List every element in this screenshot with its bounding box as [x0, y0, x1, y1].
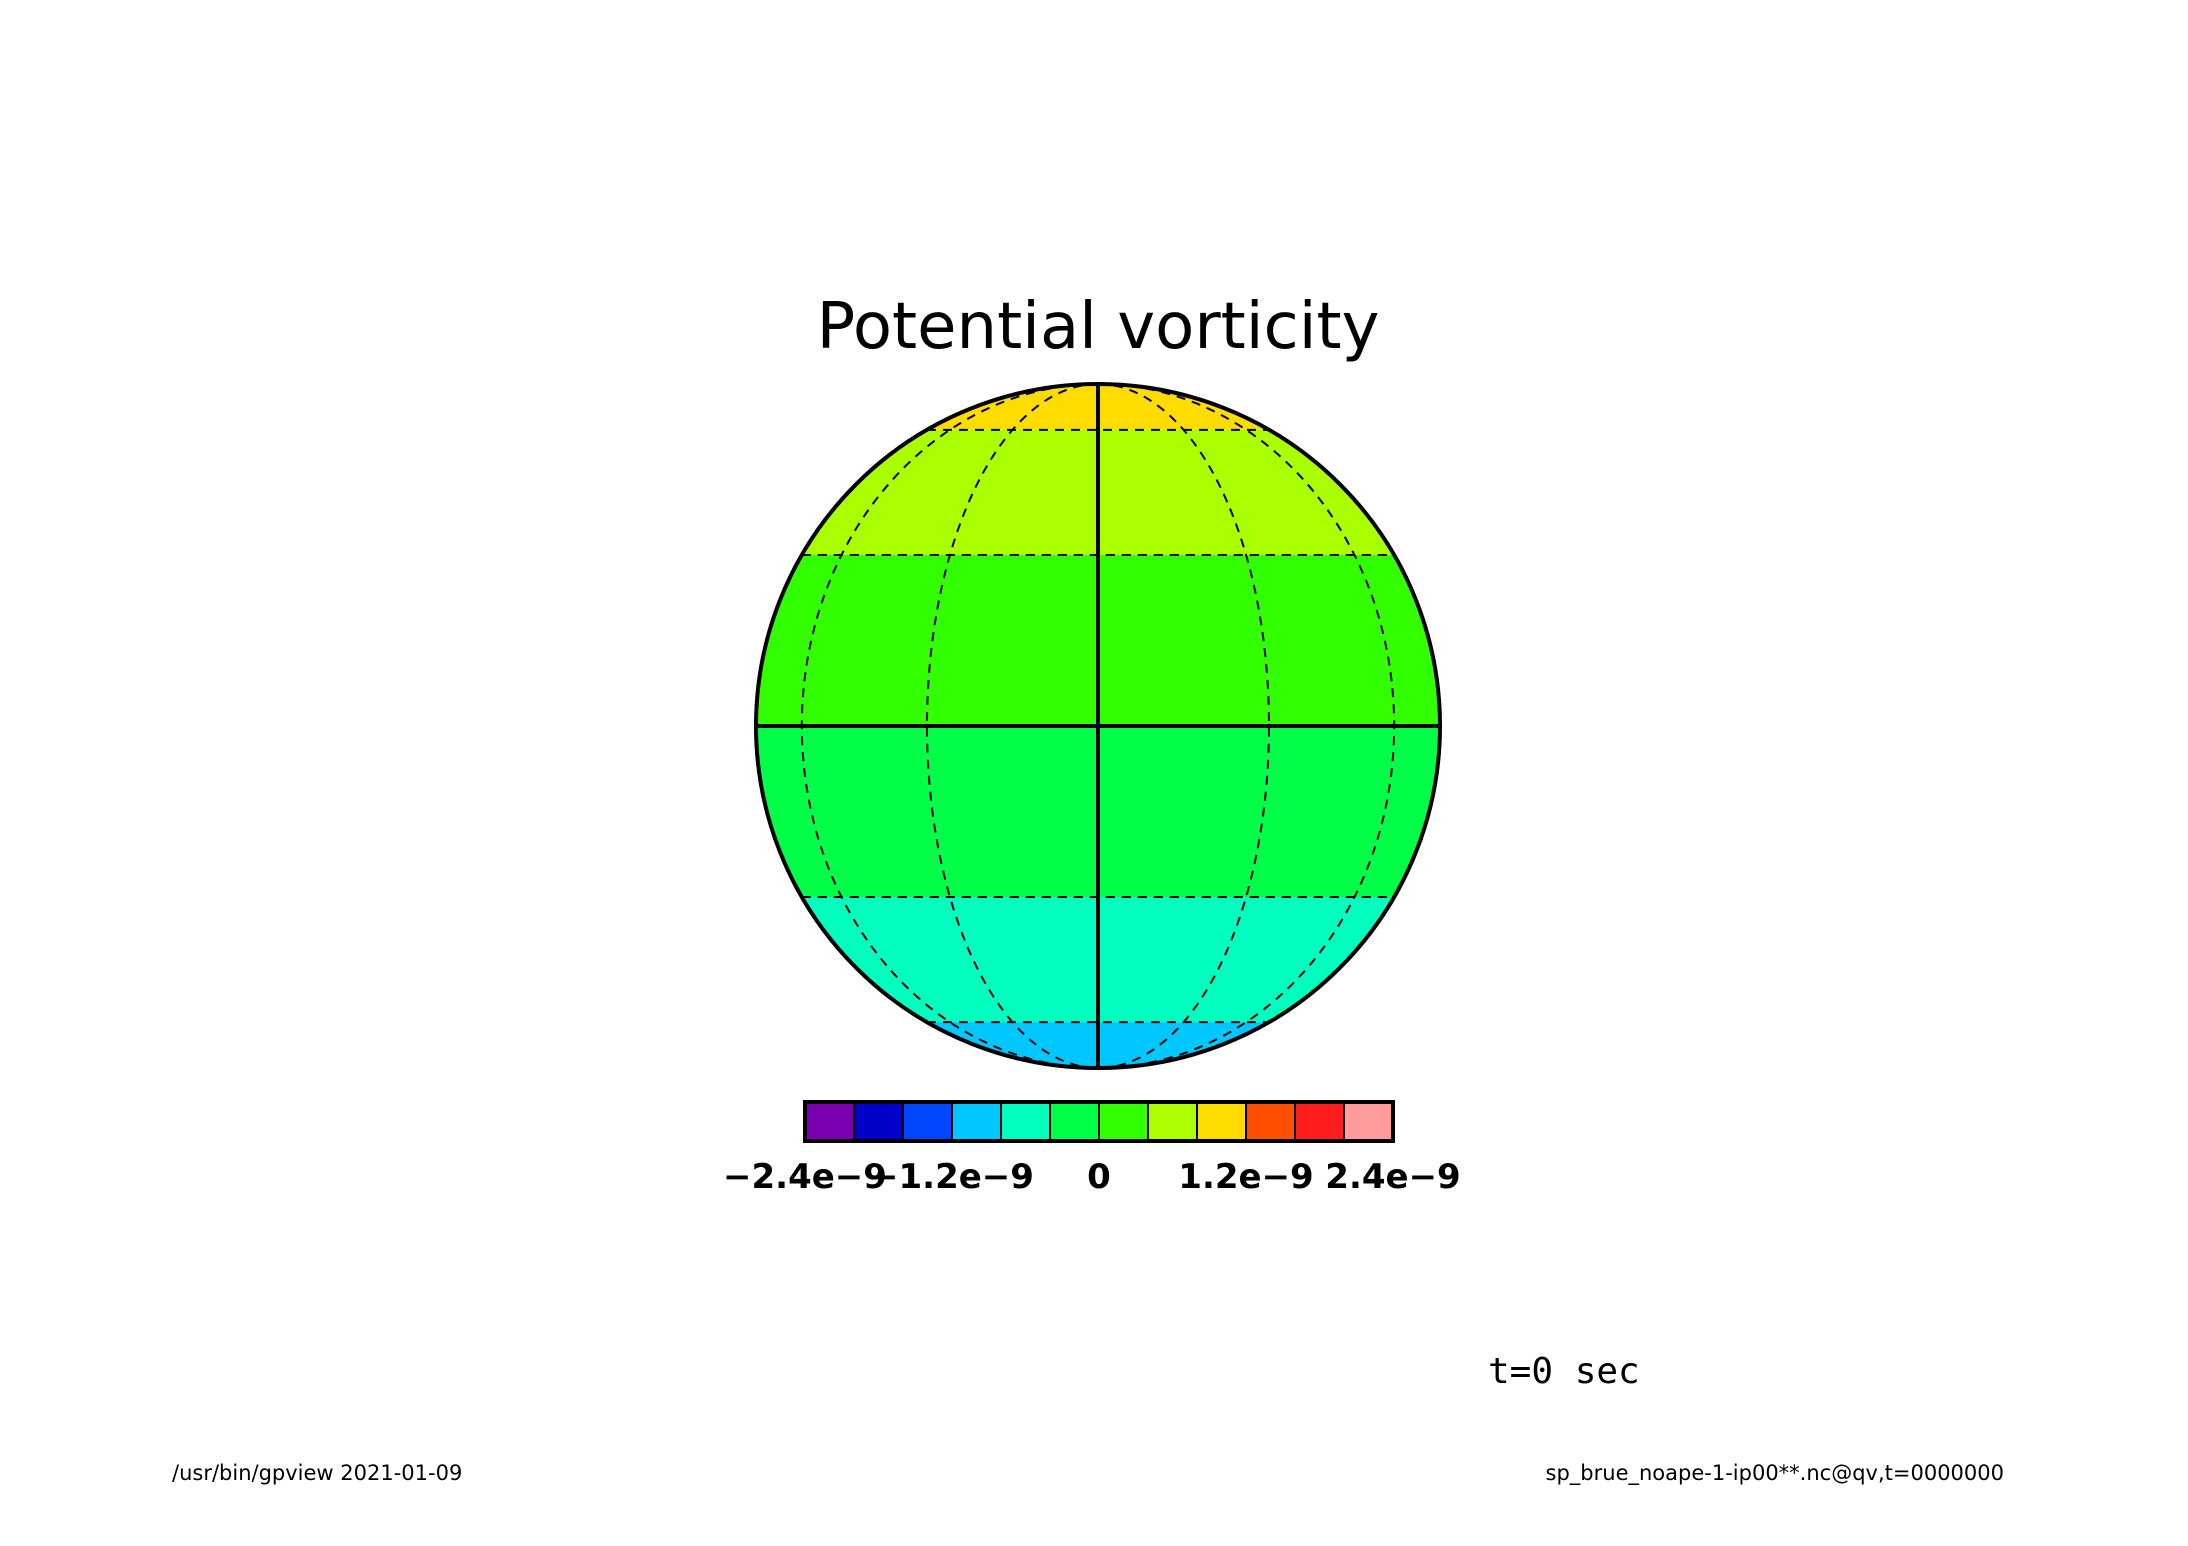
colorbar-tick-label: 0	[1087, 1157, 1111, 1197]
colorbar-tick-label: 1.2e−9	[1178, 1157, 1313, 1197]
colorbar-tick-label: −1.2e−9	[870, 1157, 1034, 1197]
colorbar-box-11	[1343, 1101, 1394, 1142]
colorbar-box-0	[804, 1101, 855, 1142]
colorbar-box-6	[1098, 1101, 1149, 1142]
colorbar-box-5	[1049, 1101, 1100, 1142]
globe-map	[754, 382, 1442, 1070]
footer-left: /usr/bin/gpview 2021-01-09	[172, 1461, 462, 1485]
colorbar-box-10	[1294, 1101, 1345, 1142]
colorbar: −2.4e−9−1.2e−9 0 1.2e−9 2.4e−9	[723, 1100, 1461, 1197]
time-annotation: t=0 sec	[1488, 1351, 1640, 1392]
colorbar-tick-label: 2.4e−9	[1325, 1157, 1460, 1197]
footer-right: sp_brue_noape-1-ip00**.nc@qv,t=0000000	[1546, 1461, 2004, 1486]
colorbar-box-3	[951, 1101, 1002, 1142]
colorbar-box-2	[902, 1101, 953, 1142]
globe-outline	[754, 382, 1442, 1070]
colorbar-box-1	[853, 1101, 904, 1142]
colorbar-frame	[803, 1100, 1395, 1143]
colorbar-box-7	[1147, 1101, 1198, 1142]
colorbar-box-4	[1000, 1101, 1051, 1142]
colorbar-box-8	[1196, 1101, 1247, 1142]
colorbar-tick-label: −2.4e−9	[723, 1157, 887, 1197]
colorbar-box-9	[1245, 1101, 1296, 1142]
chart-title: Potential vorticity	[817, 290, 1380, 364]
